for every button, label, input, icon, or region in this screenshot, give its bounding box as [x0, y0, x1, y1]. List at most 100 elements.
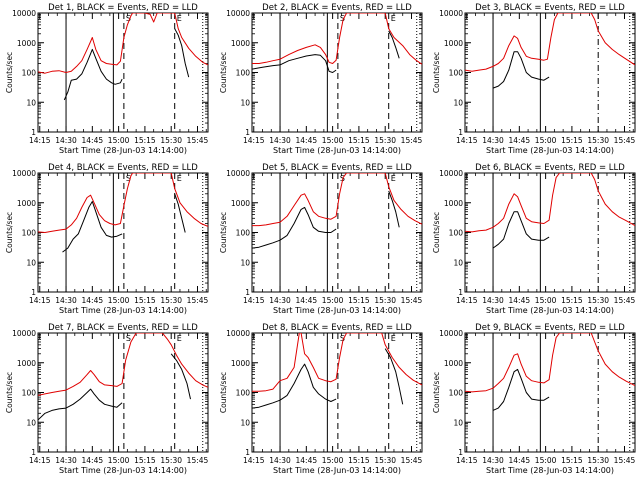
y-tick-label: 100	[22, 229, 37, 238]
flare-start-label: S	[340, 334, 345, 343]
plot-frame	[464, 12, 636, 133]
series-events-line	[492, 368, 550, 411]
x-tick-label: 14:30	[482, 136, 504, 145]
plot-frame	[464, 172, 636, 293]
series-lld-line	[465, 333, 635, 393]
x-tick-label: 14:15	[456, 136, 478, 145]
series-lld-line	[252, 13, 422, 65]
x-tick-label: 15:15	[561, 296, 583, 305]
x-tick-label: 14:15	[456, 296, 478, 305]
y-tick-label: 10000	[439, 329, 463, 338]
y-tick-label: 10	[26, 98, 36, 107]
x-tick-label: 14:45	[509, 296, 531, 305]
series-group	[38, 173, 208, 253]
plot-frame	[251, 12, 423, 133]
series-group	[465, 13, 635, 89]
flare-end-label: E	[177, 14, 182, 23]
y-tick-label: 1	[458, 288, 463, 297]
x-axis-label: Start Time (28-Jun-03 14:14:00)	[59, 306, 187, 315]
panel-title: Det 8, BLACK = Events, RED = LLD	[262, 323, 412, 333]
y-tick-label: 1000	[17, 39, 36, 48]
y-tick-label: 10000	[226, 9, 250, 18]
y-axis-label: Counts/sec	[219, 52, 228, 93]
y-tick-label: 1000	[231, 39, 250, 48]
x-tick-label: 15:30	[374, 456, 396, 465]
panel-title: Det 7, BLACK = Events, RED = LLD	[48, 323, 198, 333]
x-tick-label: 14:30	[482, 296, 504, 305]
x-axis-label: Start Time (28-Jun-03 14:14:00)	[486, 466, 614, 475]
x-tick-label: 15:00	[322, 296, 344, 305]
x-tick-label: 15:15	[134, 456, 156, 465]
panel-det-7: Det 7, BLACK = Events, RED = LLD 1 10 100 10…	[5, 323, 209, 475]
y-tick-label: 1	[31, 288, 36, 297]
y-axis-label: Counts/sec	[432, 372, 441, 413]
y-tick-label: 100	[22, 389, 37, 398]
x-tick-label: 15:45	[614, 456, 636, 465]
x-tick-label: 15:45	[187, 296, 209, 305]
y-tick-label: 1	[245, 128, 250, 137]
x-axis-label: Start Time (28-Jun-03 14:14:00)	[273, 146, 401, 155]
panel-det-4: Det 4, BLACK = Events, RED = LLD 1 10 100 10…	[5, 163, 209, 315]
x-tick-label: 14:30	[269, 296, 291, 305]
panel-title: Det 3, BLACK = Events, RED = LLD	[475, 3, 625, 13]
y-tick-label: 100	[236, 69, 251, 78]
y-tick-label: 10000	[226, 169, 250, 178]
x-tick-label: 15:45	[401, 456, 423, 465]
x-tick-label: 14:15	[243, 456, 265, 465]
y-tick-label: 1000	[444, 39, 463, 48]
panel-det-5: Det 5, BLACK = Events, RED = LLD 1 10 100 10…	[219, 163, 423, 315]
x-axis-label: Start Time (28-Jun-03 14:14:00)	[273, 306, 401, 315]
x-tick-label: 15:45	[614, 136, 636, 145]
series-events-line	[174, 193, 186, 233]
x-tick-label: 15:00	[535, 136, 557, 145]
series-events-line	[63, 48, 123, 101]
flare-start-label: S	[126, 174, 131, 183]
y-tick-label: 10	[26, 258, 36, 267]
x-tick-label: 15:15	[561, 456, 583, 465]
y-tick-label: 10000	[12, 329, 36, 338]
x-tick-label: 14:30	[482, 456, 504, 465]
x-tick-label: 14:45	[509, 136, 531, 145]
y-tick-label: 1000	[444, 199, 463, 208]
panel-det-9: Det 9, BLACK = Events, RED = LLD 1 10 100 10…	[432, 323, 636, 475]
y-axis-label: Counts/sec	[432, 212, 441, 253]
series-events-line	[170, 353, 191, 400]
y-tick-label: 100	[236, 389, 251, 398]
series-group	[252, 333, 422, 409]
series-events-line	[492, 51, 550, 89]
y-tick-label: 10000	[439, 169, 463, 178]
y-tick-label: 100	[449, 389, 464, 398]
plot-frame	[464, 332, 636, 453]
series-lld-line	[465, 173, 635, 233]
panel-det-1: Det 1, BLACK = Events, RED = LLD 1 10 100 10…	[5, 3, 209, 155]
panel-det-3: Det 3, BLACK = Events, RED = LLD 1 10 100 10…	[432, 3, 636, 155]
series-events-line	[38, 388, 123, 421]
x-tick-label: 15:30	[374, 136, 396, 145]
y-tick-label: 1	[31, 128, 36, 137]
x-tick-label: 14:30	[269, 456, 291, 465]
x-tick-label: 14:45	[82, 456, 104, 465]
plot-frame	[251, 332, 423, 453]
flare-end-label: E	[177, 174, 182, 183]
series-events-line	[388, 190, 400, 228]
flare-start-label: S	[340, 14, 345, 23]
y-tick-label: 100	[236, 229, 251, 238]
x-tick-label: 14:45	[509, 456, 531, 465]
panel-det-6: Det 6, BLACK = Events, RED = LLD 1 10 100 10…	[432, 163, 636, 315]
x-tick-label: 14:15	[456, 456, 478, 465]
series-lld-line	[252, 333, 422, 392]
y-tick-label: 1	[458, 448, 463, 457]
series-lld-line	[252, 173, 422, 227]
y-tick-label: 100	[449, 229, 464, 238]
series-group	[252, 173, 422, 249]
x-axis-label: Start Time (28-Jun-03 14:14:00)	[59, 466, 187, 475]
x-tick-label: 14:15	[29, 296, 51, 305]
y-tick-label: 1000	[444, 359, 463, 368]
y-tick-label: 10	[453, 98, 463, 107]
y-tick-label: 100	[449, 69, 464, 78]
y-tick-label: 10000	[439, 9, 463, 18]
x-tick-label: 15:00	[322, 136, 344, 145]
series-group	[38, 13, 208, 101]
x-tick-label: 15:15	[348, 296, 370, 305]
